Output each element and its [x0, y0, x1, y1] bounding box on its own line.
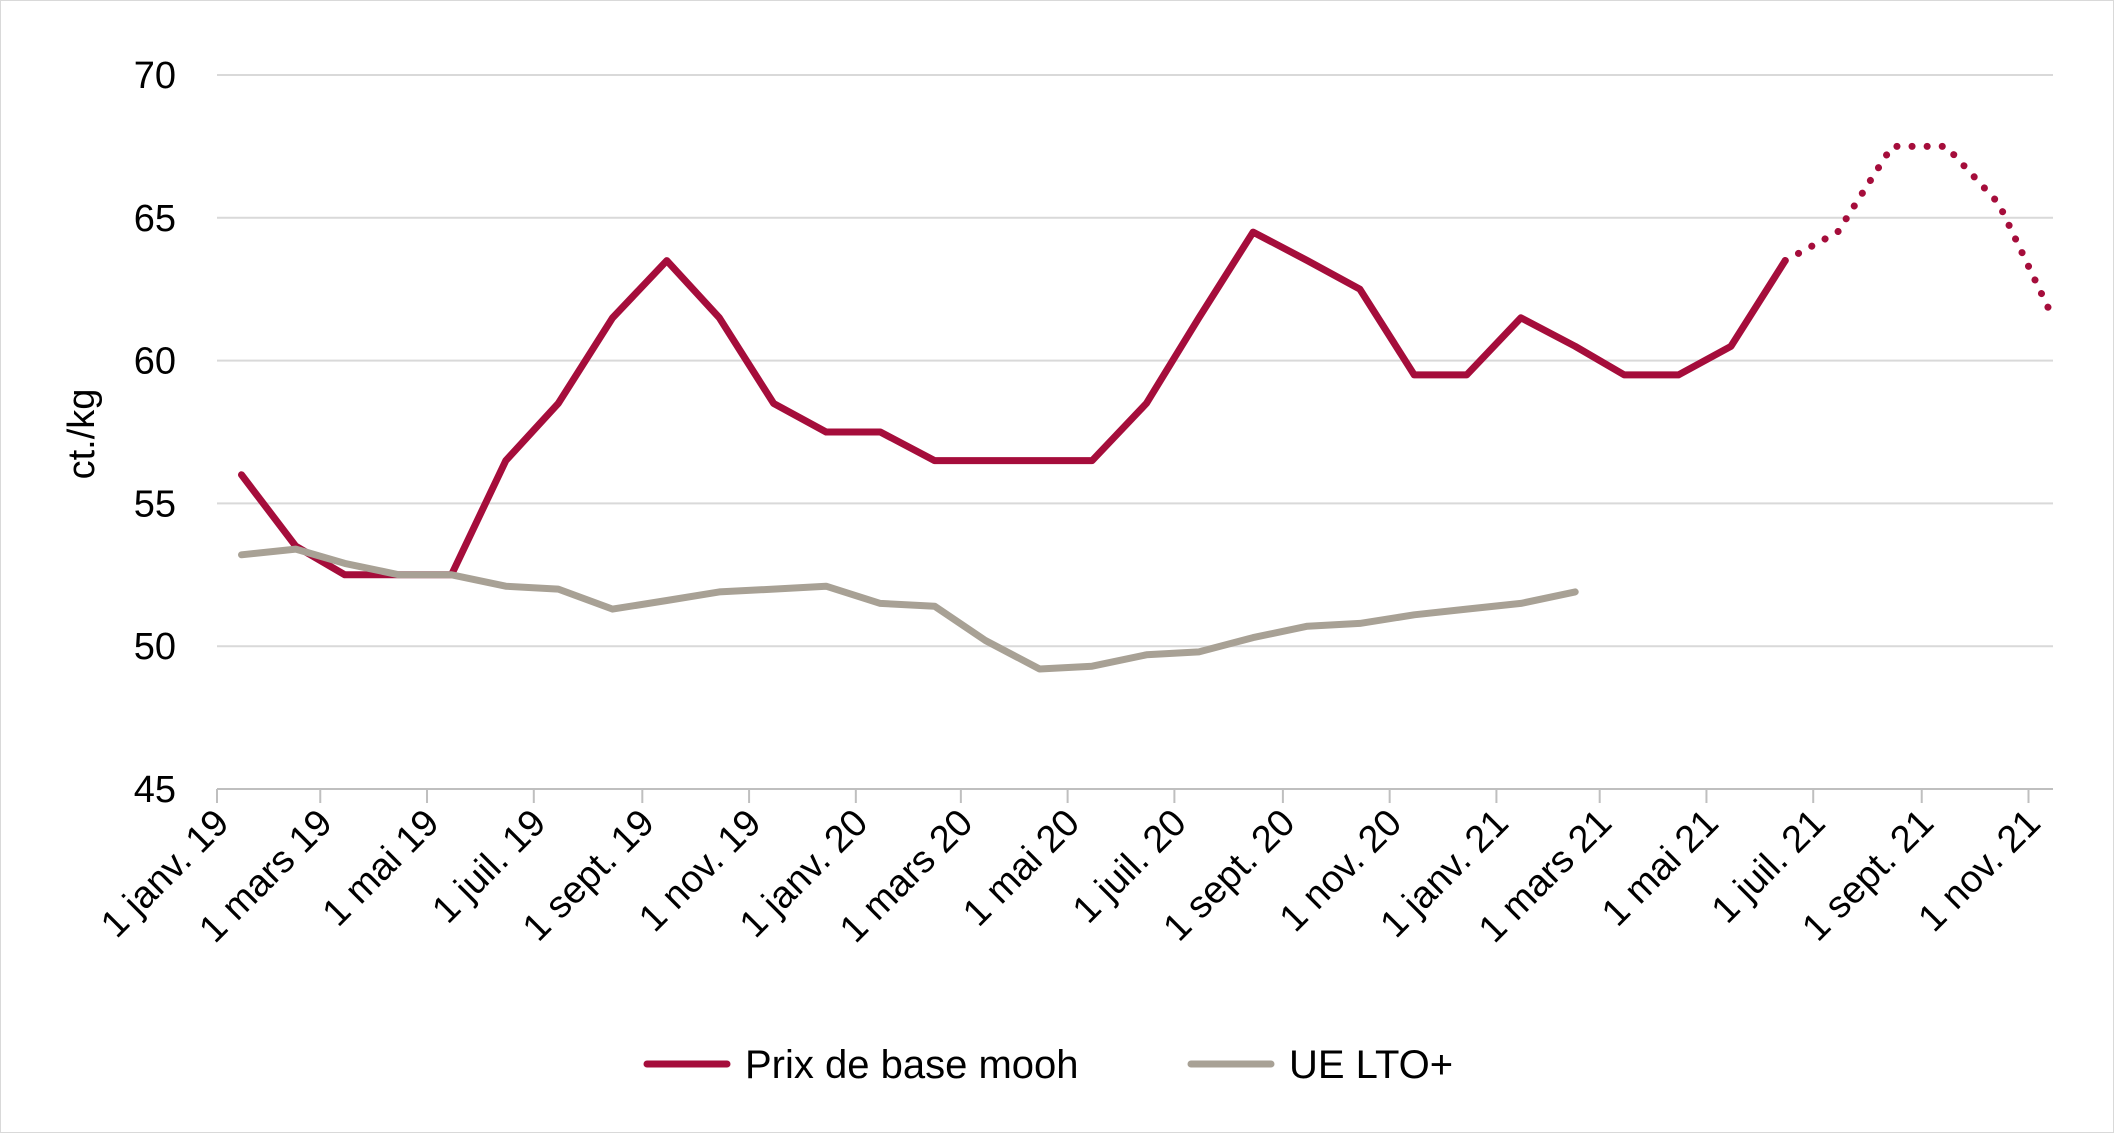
legend: Prix de base mooh UE LTO+: [643, 1043, 1453, 1087]
y-tick-label-45: 45: [134, 769, 176, 811]
series-lines: [238, 142, 2057, 673]
x-tick-label-14: 1 mai 21: [1594, 802, 1727, 935]
y-tick-label-70: 70: [134, 55, 176, 97]
y-axis-title: ct./kg: [61, 389, 103, 480]
y-tick-label-55: 55: [134, 483, 176, 525]
legend-label-prix-de-base-mooh: Prix de base mooh: [745, 1043, 1079, 1087]
gridlines: [217, 74, 2053, 648]
x-tick-label-8: 1 mai 20: [955, 802, 1088, 935]
series-line-series-1-forecast: [1781, 142, 2057, 322]
axes: [216, 788, 2053, 803]
y-tick-label-50: 50: [134, 626, 176, 668]
y-tick-label-65: 65: [134, 198, 176, 240]
series-line-ue-lto: [238, 545, 1579, 673]
y-tick-label-60: 60: [134, 341, 176, 383]
legend-label-ue-lto: UE LTO+: [1289, 1043, 1453, 1087]
series-line-prix-de-base-mooh: [238, 228, 1789, 579]
x-tick-label-2: 1 mai 19: [315, 802, 448, 935]
